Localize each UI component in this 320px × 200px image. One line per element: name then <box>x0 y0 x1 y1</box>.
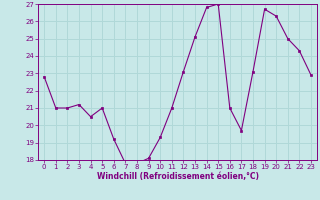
X-axis label: Windchill (Refroidissement éolien,°C): Windchill (Refroidissement éolien,°C) <box>97 172 259 181</box>
